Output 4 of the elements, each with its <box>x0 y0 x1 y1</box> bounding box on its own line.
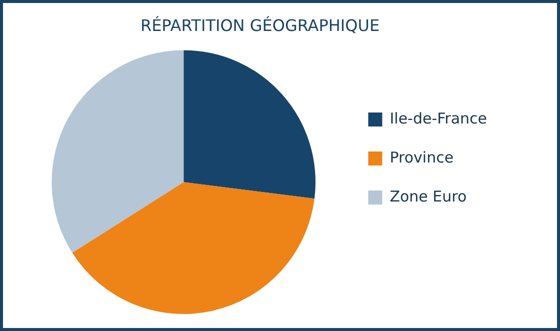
legend-label: Zone Euro <box>390 187 467 206</box>
chart-title: RÉPARTITION GÉOGRAPHIQUE <box>140 16 380 35</box>
legend-label: Ile-de-France <box>390 109 488 128</box>
legend-label: Province <box>390 148 454 166</box>
